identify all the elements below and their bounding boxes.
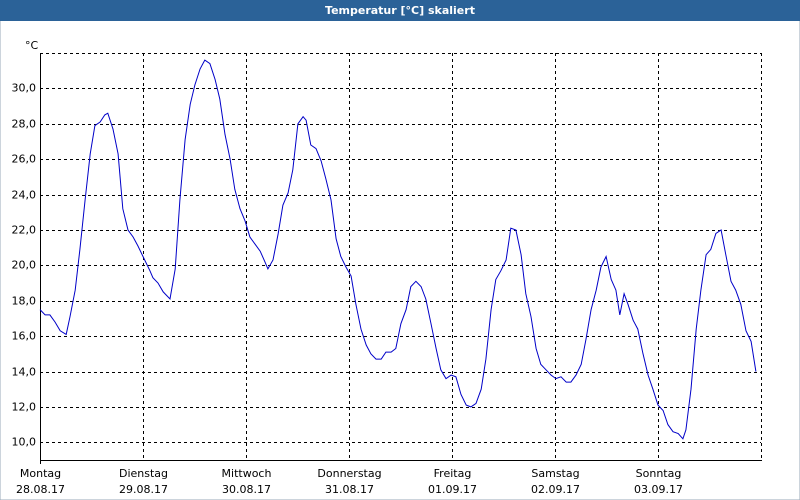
chart-title: Temperatur [°C] skaliert — [325, 4, 475, 17]
y-tick-label: 20,0 — [12, 259, 37, 272]
x-tick-date: 03.09.17 — [634, 483, 683, 496]
x-tick-label: Dienstag — [119, 467, 168, 480]
x-tick-date: 29.08.17 — [119, 483, 168, 496]
y-tick-label: 12,0 — [12, 401, 37, 414]
y-tick-label: 24,0 — [12, 189, 37, 202]
x-tick-label: Donnerstag — [317, 467, 381, 480]
x-tick-date: 02.09.17 — [531, 483, 580, 496]
y-unit: °C — [25, 39, 39, 52]
x-tick-date: 31.08.17 — [325, 483, 374, 496]
y-tick-label: 26,0 — [12, 153, 37, 166]
y-tick-label: 16,0 — [12, 330, 37, 343]
x-tick-date: 28.08.17 — [16, 483, 65, 496]
x-tick-label: Freitag — [434, 467, 472, 480]
x-tick-label: Mittwoch — [222, 467, 272, 480]
title-bar — [0, 0, 800, 21]
y-tick-label: 14,0 — [12, 366, 37, 379]
y-tick-label: 22,0 — [12, 224, 37, 237]
x-tick-date: 30.08.17 — [222, 483, 271, 496]
x-tick-date: 01.09.17 — [428, 483, 477, 496]
y-tick-label: 30,0 — [12, 82, 37, 95]
y-tick-label: 28,0 — [12, 118, 37, 131]
line-series — [39, 59, 757, 440]
x-tick-label: Montag — [20, 467, 61, 480]
y-tick-label: 18,0 — [12, 295, 37, 308]
x-tick-label: Samstag — [531, 467, 579, 480]
x-tick-label: Sonntag — [636, 467, 682, 480]
y-tick-label: 10,0 — [12, 436, 37, 449]
